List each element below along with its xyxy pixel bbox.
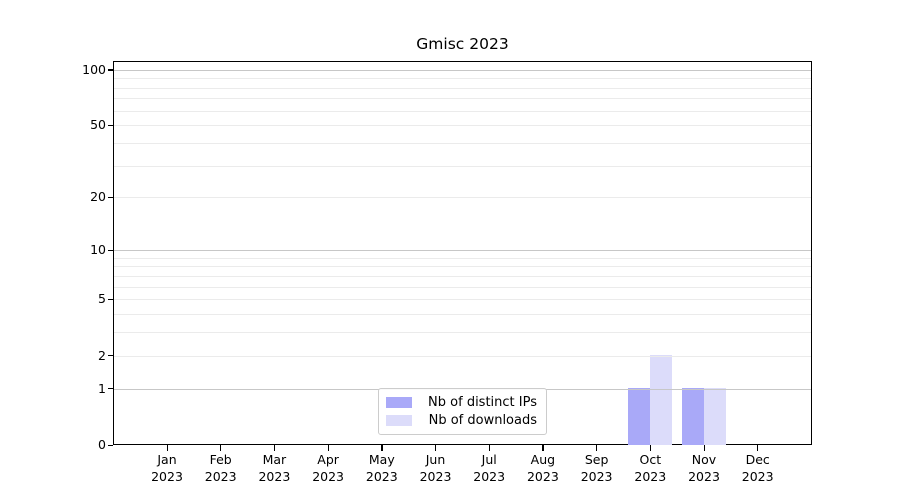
gridline-minor <box>114 110 811 112</box>
x-tick-mark <box>435 445 437 451</box>
gridline-minor <box>114 355 811 357</box>
bar-nb-of-distinct-ips-nov <box>682 388 704 445</box>
x-tick-mark <box>166 445 168 451</box>
x-tick-mark <box>273 445 276 451</box>
gridline-minor <box>114 314 811 316</box>
bar-nb-of-distinct-ips-oct <box>628 388 651 445</box>
legend-swatch <box>386 397 412 408</box>
y-tick-label: 0 <box>98 437 106 452</box>
x-tick-label-nov: Nov 2023 <box>674 452 734 485</box>
x-tick-label-jan: Jan 2023 <box>137 452 197 485</box>
x-tick-label-mar: Mar 2023 <box>244 452 304 485</box>
x-tick-year: 2023 <box>473 468 506 484</box>
x-tick-mark <box>757 445 759 451</box>
x-tick-month: Jan <box>157 452 177 467</box>
gridline-minor <box>114 98 811 100</box>
gridline-minor <box>114 257 811 259</box>
chart-title: Gmisc 2023 <box>416 35 509 53</box>
x-tick-year: 2023 <box>204 468 237 484</box>
gridline-minor <box>114 125 811 127</box>
x-tick-month: Mar <box>262 452 287 467</box>
gridline-minor <box>114 165 811 167</box>
y-tick-label: 100 <box>82 61 106 77</box>
legend-row: Nb of distinct IPs <box>386 395 537 410</box>
x-tick-month: Jul <box>481 452 497 467</box>
x-tick-year: 2023 <box>419 468 452 484</box>
x-tick-month: Jun <box>425 452 446 467</box>
x-tick-year: 2023 <box>258 468 291 484</box>
y-tick-mark <box>108 444 113 446</box>
x-tick-label-jun: Jun 2023 <box>406 452 466 485</box>
x-tick-mark <box>703 445 705 451</box>
x-tick-mark <box>649 445 652 451</box>
x-tick-label-apr: Apr 2023 <box>298 452 358 485</box>
x-tick-label-jul: Jul 2023 <box>459 452 519 485</box>
x-tick-year: 2023 <box>312 468 344 484</box>
gridline-major <box>114 69 811 71</box>
x-tick-month: May <box>368 452 395 467</box>
x-tick-month: Dec <box>745 452 770 467</box>
x-tick-year: 2023 <box>151 468 183 484</box>
gridline-minor <box>114 143 811 145</box>
x-tick-year: 2023 <box>580 468 613 484</box>
x-tick-year: 2023 <box>741 468 774 484</box>
y-tick-mark <box>108 196 113 199</box>
x-tick-mark <box>220 445 222 451</box>
x-tick-year: 2023 <box>526 468 559 484</box>
x-tick-mark <box>381 445 383 451</box>
y-tick-mark <box>108 388 113 390</box>
legend: Nb of distinct IPs Nb of downloads <box>378 388 547 435</box>
x-tick-label-oct: Oct 2023 <box>620 452 680 485</box>
gridline-minor <box>114 286 811 288</box>
x-tick-mark <box>542 445 544 451</box>
gridline-minor <box>114 197 811 199</box>
y-tick-label: 5 <box>98 291 106 307</box>
gridline-minor <box>114 299 811 301</box>
y-tick-mark <box>108 355 113 357</box>
legend-swatch <box>386 415 412 426</box>
y-tick-label: 20 <box>90 189 106 205</box>
bar-nb-of-downloads-oct <box>650 355 673 445</box>
x-tick-month: Aug <box>530 452 556 467</box>
x-tick-year: 2023 <box>688 468 720 484</box>
x-tick-label-may: May 2023 <box>352 452 412 485</box>
x-tick-mark <box>596 445 598 451</box>
legend-label: Nb of distinct IPs <box>428 395 537 410</box>
y-tick-label: 10 <box>90 242 106 258</box>
y-tick-label: 50 <box>90 117 106 133</box>
x-tick-month: Oct <box>639 452 662 467</box>
gridline-minor <box>114 266 811 268</box>
x-tick-label-feb: Feb 2023 <box>191 452 251 485</box>
y-tick-label: 1 <box>98 380 106 396</box>
gridline-major <box>114 250 811 252</box>
gridline-minor <box>114 275 811 277</box>
y-tick-label: 2 <box>98 347 106 363</box>
x-tick-month: Nov <box>691 452 717 467</box>
x-tick-label-sep: Sep 2023 <box>567 452 627 485</box>
plot-area <box>113 61 812 445</box>
x-tick-year: 2023 <box>634 468 667 484</box>
x-tick-month: Apr <box>317 452 339 467</box>
y-tick-mark <box>108 249 113 251</box>
gridline-minor <box>114 332 811 334</box>
x-tick-mark <box>327 445 329 451</box>
y-tick-mark <box>108 298 113 301</box>
x-tick-label-aug: Aug 2023 <box>513 452 573 485</box>
gridline-minor <box>114 87 811 89</box>
y-tick-mark <box>108 69 113 71</box>
x-tick-year: 2023 <box>365 468 398 484</box>
x-tick-month: Feb <box>209 452 232 467</box>
x-tick-month: Sep <box>584 452 609 467</box>
legend-row: Nb of downloads <box>386 413 537 428</box>
x-tick-label-dec: Dec 2023 <box>728 452 788 485</box>
legend-label: Nb of downloads <box>428 413 537 428</box>
x-tick-mark <box>488 445 490 451</box>
gridline-minor <box>114 78 811 80</box>
bar-nb-of-downloads-nov <box>704 388 726 445</box>
y-tick-mark <box>108 124 113 127</box>
